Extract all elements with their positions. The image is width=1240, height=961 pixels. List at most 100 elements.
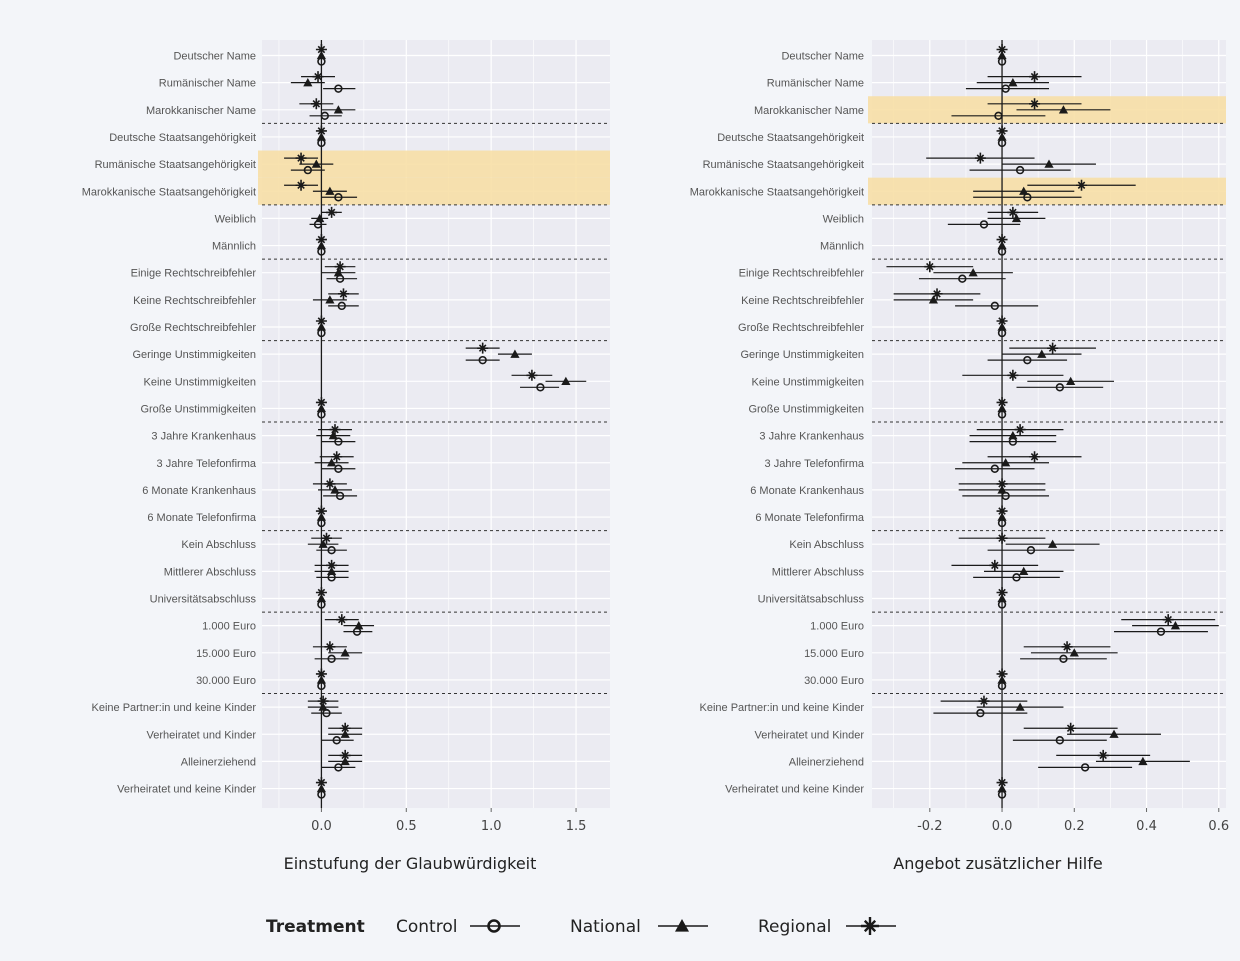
x-tick-label: 0.5 xyxy=(396,819,417,834)
category-label-maennlich: Männlich xyxy=(212,241,256,253)
point-national xyxy=(968,268,978,277)
category-label-marokkanischer-name: Marokkanischer Name xyxy=(754,105,864,117)
extra-help-panel: Deutscher Name Rumänischer Name Marokkanis… xyxy=(690,40,1229,834)
category-label-keine-partner-in-und-keine-kinder: Keine Partner:in und keine Kinder xyxy=(700,702,865,714)
x-axis-title-credibility: Einstufung der Glaubwürdigkeit xyxy=(284,854,537,873)
category-label-rumaenische-staatsangehoerigkeit: Rumänische Staatsangehörigkeit xyxy=(95,159,256,171)
point-regional xyxy=(996,532,1008,544)
category-label-6-monate-krankenhaus: 6 Monate Krankenhaus xyxy=(142,485,256,497)
point-regional xyxy=(334,261,346,273)
series-regional xyxy=(284,44,553,789)
legend-key-national xyxy=(658,919,708,932)
point-control xyxy=(1080,763,1090,772)
point-control xyxy=(979,220,989,229)
point-national xyxy=(561,376,571,385)
category-label-grosse-unstimmigkeiten: Große Unstimmigkeiten xyxy=(748,403,864,415)
category-label-grosse-rechtschreibfehler: Große Rechtschreibfehler xyxy=(130,322,256,334)
category-label-marokkanische-staatsangehoerigkeit: Marokkanische Staatsangehörigkeit xyxy=(690,186,864,198)
point-regional xyxy=(315,777,327,789)
point-national xyxy=(303,78,313,87)
point-national xyxy=(1044,159,1054,168)
series-regional xyxy=(886,44,1216,789)
category-label-kein-abschluss: Kein Abschluss xyxy=(789,539,864,551)
panel-background xyxy=(872,40,1226,808)
x-tick-label: 0.2 xyxy=(1064,819,1085,834)
point-national xyxy=(315,213,325,223)
category-label-alleinerziehend: Alleinerziehend xyxy=(181,756,256,768)
category-label-deutsche-staatsangehoerigkeit: Deutsche Staatsangehörigkeit xyxy=(717,132,864,144)
category-label-marokkanische-staatsangehoerigkeit: Marokkanische Staatsangehörigkeit xyxy=(82,186,256,198)
category-label-universitaetsabschluss: Universitätsabschluss xyxy=(150,594,257,606)
point-control xyxy=(976,708,985,718)
category-label-universitaetsabschluss: Universitätsabschluss xyxy=(758,594,865,606)
point-national xyxy=(327,458,337,467)
point-control xyxy=(1059,654,1068,663)
category-label-keine-partner-in-und-keine-kinder: Keine Partner:in und keine Kinder xyxy=(92,702,257,714)
point-national xyxy=(997,403,1007,413)
series-national xyxy=(893,50,1219,793)
legend-key-control xyxy=(470,919,520,933)
point-regional xyxy=(315,505,327,517)
point-regional xyxy=(324,641,336,653)
point-regional xyxy=(1029,71,1041,83)
category-label-maennlich: Männlich xyxy=(820,241,864,253)
category-label-deutscher-name: Deutscher Name xyxy=(781,51,864,63)
point-control xyxy=(334,464,343,473)
point-control xyxy=(335,491,345,501)
point-national xyxy=(928,295,939,304)
category-label-rumaenischer-name: Rumänischer Name xyxy=(159,78,256,90)
legend-label-control: Control xyxy=(396,917,457,937)
category-label-6-monate-telefonfirma: 6 Monate Telefonfirma xyxy=(755,512,865,524)
point-regional xyxy=(339,722,351,734)
point-regional xyxy=(315,125,327,137)
point-national xyxy=(340,756,350,766)
point-regional xyxy=(1047,342,1059,354)
category-label-verheiratet-und-keine-kinder: Verheiratet und keine Kinder xyxy=(725,784,864,796)
x-tick-label: 0.6 xyxy=(1208,819,1229,834)
point-national xyxy=(1109,729,1119,738)
point-national xyxy=(316,512,327,521)
point-regional xyxy=(312,71,324,83)
point-control xyxy=(1015,165,1025,175)
point-regional xyxy=(315,234,327,246)
point-control xyxy=(990,301,1000,311)
legend-marker xyxy=(675,919,689,932)
point-control xyxy=(1055,736,1065,745)
point-national xyxy=(325,295,335,304)
x-tick-label: 1.0 xyxy=(481,819,502,834)
point-regional xyxy=(331,451,343,463)
point-control xyxy=(994,111,1003,121)
point-national xyxy=(510,349,520,358)
point-regional xyxy=(996,315,1008,327)
point-regional xyxy=(1007,369,1019,381)
category-label-keine-unstimmigkeiten: Keine Unstimmigkeiten xyxy=(144,376,257,388)
point-control xyxy=(1012,573,1021,582)
point-regional xyxy=(996,125,1008,137)
point-national xyxy=(333,268,343,277)
point-national xyxy=(333,105,343,114)
point-regional xyxy=(1076,179,1088,191)
point-control xyxy=(303,165,313,175)
point-control xyxy=(1055,383,1065,392)
point-control xyxy=(1001,84,1010,93)
point-regional xyxy=(974,152,986,164)
category-label-grosse-unstimmigkeiten: Große Unstimmigkeiten xyxy=(140,403,256,415)
category-label-keine-unstimmigkeiten: Keine Unstimmigkeiten xyxy=(752,376,865,388)
point-control xyxy=(990,464,1000,473)
series-national xyxy=(290,50,587,793)
point-regional xyxy=(321,532,333,544)
point-regional xyxy=(1097,749,1109,761)
point-national xyxy=(997,512,1007,521)
category-label-15-000-euro: 15.000 Euro xyxy=(196,648,256,660)
category-label-marokkanischer-name: Marokkanischer Name xyxy=(146,105,256,117)
legend: Treatment Control National Regional xyxy=(266,917,896,937)
point-national xyxy=(318,539,328,548)
point-control xyxy=(334,763,343,772)
point-national xyxy=(997,675,1007,684)
point-national xyxy=(1019,186,1029,195)
legend-label-national: National xyxy=(570,917,641,937)
point-national xyxy=(997,322,1007,331)
point-national xyxy=(327,566,337,576)
point-regional xyxy=(989,559,1001,571)
point-regional xyxy=(1029,451,1041,463)
